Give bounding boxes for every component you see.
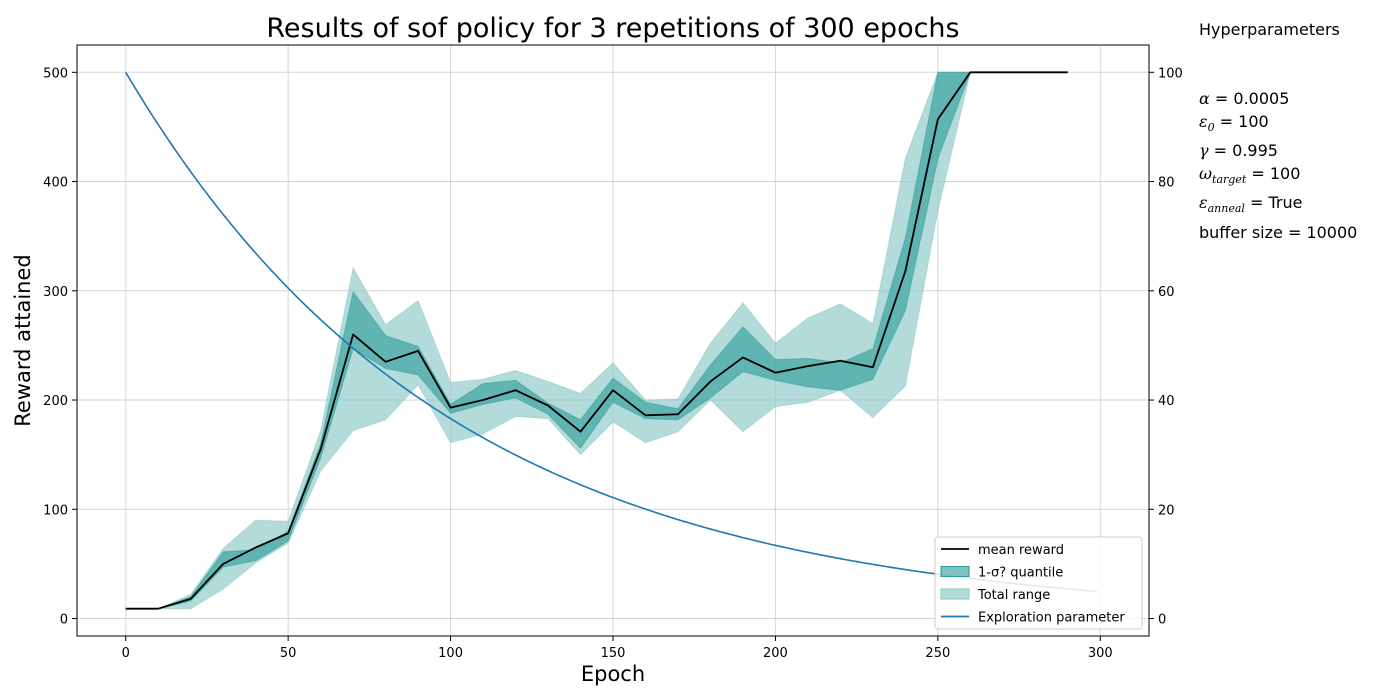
mean-reward-line <box>125 71 1068 610</box>
y-tick-label: 500 <box>43 66 68 81</box>
y2-tick-label: 80 <box>1158 176 1175 191</box>
x-tick-label: 100 <box>438 646 463 661</box>
chart-title: Results of sof policy for 3 repetitions … <box>266 13 959 44</box>
hyperparameter-line: buffer size = 10000 <box>1199 221 1394 244</box>
hyperparameter-subscript: 0 <box>1207 121 1215 135</box>
y-axis-label: Reward attained <box>11 254 35 426</box>
y-tick-label: 300 <box>43 285 68 300</box>
hyperparameter-value: = 100 <box>1246 164 1301 184</box>
x-tick-label: 300 <box>1088 646 1113 661</box>
hyperparameter-symbol: ω <box>1199 164 1213 184</box>
y2-tick-label: 20 <box>1158 503 1175 518</box>
x-tick-label: 50 <box>280 646 297 661</box>
y2-tick-label: 0 <box>1158 613 1166 628</box>
legend-patch-swatch <box>940 566 970 577</box>
quantile-band <box>125 71 1068 610</box>
y2-tick-label: 40 <box>1158 394 1175 409</box>
hyperparameter-value: buffer size = 10000 <box>1199 222 1358 242</box>
hyperparameters-list: α = 0.0005 ε0 = 100 γ = 0.995 ωtarget = 100… <box>1199 87 1394 244</box>
legend-box <box>934 536 1143 630</box>
hyperparameters-panel: Hyperparameters α = 0.0005 ε0 = 100 γ = 0.… <box>1199 20 1394 244</box>
x-tick-label: 200 <box>763 646 788 661</box>
y-tick-label: 0 <box>60 613 68 628</box>
hyperparameter-value: = 100 <box>1214 112 1269 131</box>
hyperparameter-line: εanneal = True <box>1199 191 1394 220</box>
legend-label: 1-σ? quantile <box>978 566 1063 581</box>
hyperparameter-value: = True <box>1244 193 1303 213</box>
hyperparameter-value: = 0.0005 <box>1209 89 1290 108</box>
x-tick-label: 150 <box>601 646 626 661</box>
hyperparameter-symbol: γ <box>1199 141 1209 161</box>
legend-label: mean reward <box>978 543 1064 558</box>
hyperparameter-subscript: target <box>1212 173 1247 187</box>
x-tick-label: 0 <box>122 646 130 661</box>
y2-tick-label: 100 <box>1158 66 1183 81</box>
x-axis-label: Epoch <box>581 662 645 686</box>
hyperparameter-symbol: ε <box>1199 193 1208 213</box>
hyperparameter-line: γ = 0.995 <box>1199 139 1394 162</box>
legend-label: Exploration parameter <box>978 611 1125 626</box>
ticks: 0 50 100 150 200 250 300 0 100 200 300 400 500 0 20 40 6… <box>43 66 1183 661</box>
hyperparameters-title: Hyperparameters <box>1199 20 1340 39</box>
legend-patch-swatch <box>940 588 970 600</box>
hyperparameter-line: ωtarget = 100 <box>1199 162 1394 191</box>
legend-label: Total range <box>977 588 1050 603</box>
hyperparameter-line: ε0 = 100 <box>1199 110 1394 139</box>
hyperparameter-line: α = 0.0005 <box>1199 87 1394 110</box>
hyperparameter-value: = 0.995 <box>1208 141 1278 161</box>
legend: mean reward 1-σ? quantile Total range Explo… <box>934 536 1143 630</box>
y-tick-label: 200 <box>43 394 68 409</box>
hyperparameter-subscript: anneal <box>1207 202 1245 216</box>
y-tick-label: 100 <box>43 503 68 518</box>
y-tick-label: 400 <box>43 176 68 191</box>
y2-tick-label: 60 <box>1158 285 1175 300</box>
bands <box>125 71 1068 610</box>
hyperparameter-symbol: α <box>1199 89 1210 108</box>
hyperparameter-symbol: ε <box>1199 112 1208 131</box>
x-tick-label: 250 <box>925 646 950 661</box>
